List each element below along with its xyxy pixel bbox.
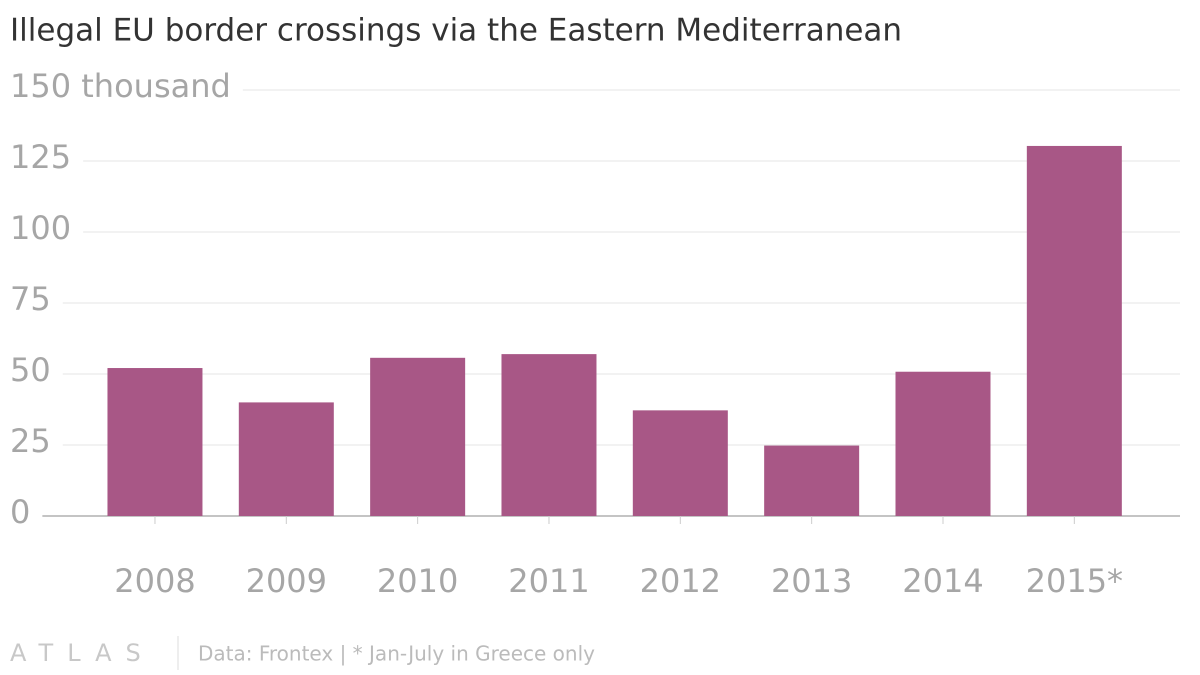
x-tick-label: 2012 bbox=[640, 562, 721, 600]
bar bbox=[764, 445, 860, 516]
bar bbox=[238, 402, 334, 516]
bar bbox=[1026, 145, 1122, 516]
x-tick-label: 2008 bbox=[114, 562, 195, 600]
brand: ATLAS bbox=[10, 639, 155, 667]
source: Data: Frontex | * Jan-July in Greece onl… bbox=[198, 642, 595, 666]
y-tick-label: 125 bbox=[10, 138, 71, 176]
y-tick-label: 50 bbox=[10, 351, 51, 389]
bar bbox=[632, 410, 728, 516]
y-tick-label: 75 bbox=[10, 280, 51, 318]
y-tick-label: 150 thousand bbox=[10, 67, 231, 105]
x-tick-label: 2011 bbox=[508, 562, 589, 600]
x-tick-label: 2010 bbox=[377, 562, 458, 600]
chart-title: Illegal EU border crossings via the East… bbox=[10, 13, 902, 49]
bar bbox=[107, 368, 203, 516]
x-tick-label: 2013 bbox=[771, 562, 852, 600]
y-tick-label: 25 bbox=[10, 422, 51, 460]
x-tick-label: 2014 bbox=[902, 562, 983, 600]
y-tick-label: 100 bbox=[10, 209, 71, 247]
bar bbox=[501, 354, 597, 516]
x-tick-label: 2009 bbox=[246, 562, 327, 600]
bar bbox=[370, 357, 466, 516]
y-tick-label: 0 bbox=[10, 493, 30, 531]
bar bbox=[895, 371, 991, 516]
x-tick-label: 2015* bbox=[1026, 562, 1123, 600]
